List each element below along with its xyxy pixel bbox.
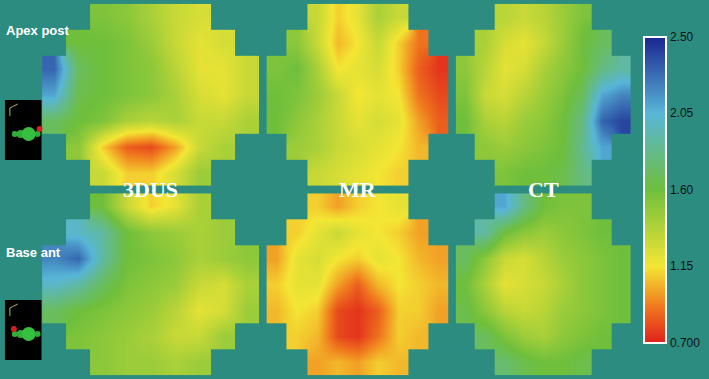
svg-text:1.60: 1.60	[670, 183, 694, 197]
svg-text:1.15: 1.15	[670, 259, 694, 273]
svg-text:Apex post: Apex post	[6, 23, 70, 38]
svg-text:3DUS: 3DUS	[123, 177, 178, 202]
svg-text:2.05: 2.05	[670, 106, 694, 120]
svg-text:Base ant: Base ant	[6, 245, 61, 260]
svg-text:0.700: 0.700	[670, 336, 700, 350]
svg-text:CT: CT	[528, 177, 559, 202]
svg-text:MR: MR	[339, 177, 377, 202]
svg-text:2.50: 2.50	[670, 30, 694, 44]
